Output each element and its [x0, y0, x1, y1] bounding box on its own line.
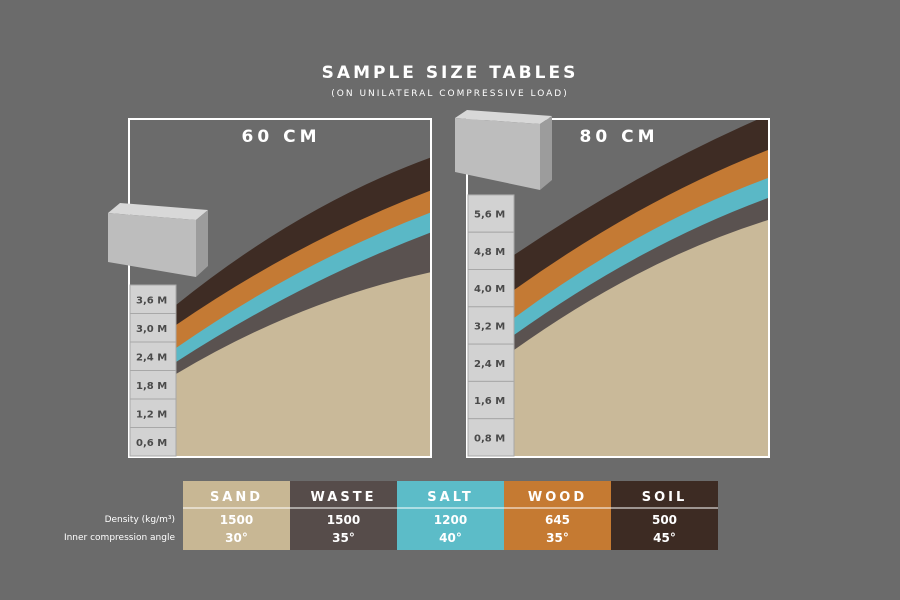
- column-header: WASTE: [311, 490, 377, 505]
- cell-value: 45°: [653, 531, 676, 545]
- column-header: SALT: [427, 490, 473, 505]
- level-block: [129, 370, 177, 400]
- panel-title: 60 CM: [242, 127, 321, 147]
- level-block: [467, 418, 515, 457]
- material-cell: [397, 481, 504, 550]
- material-cell: [504, 481, 611, 550]
- subtitle: (ON UNILATERAL COMPRESSIVE LOAD): [331, 89, 568, 99]
- level-label: 0,6 M: [136, 438, 167, 449]
- table: SAND 1500 30° WASTE 1500 35° SALT 1200 40° WOOD 64…: [64, 481, 718, 550]
- level-block: [129, 427, 177, 457]
- cell-value: 40°: [439, 531, 462, 545]
- material-cell: [290, 481, 397, 550]
- level-label: 4,0 M: [474, 284, 505, 295]
- level-block: [467, 306, 515, 345]
- level-block: [129, 341, 177, 371]
- level-label: 0,8 M: [474, 433, 505, 444]
- panel-frame: [128, 118, 432, 458]
- level-block: [129, 398, 177, 428]
- level-block: [467, 343, 515, 382]
- layers: [176, 157, 430, 456]
- level-label: 1,6 M: [474, 396, 505, 407]
- level-column: 3,6 M 3,0 M 2,4 M 1,8 M 1,2 M 0,6 M: [129, 284, 177, 457]
- level-label: 1,2 M: [136, 409, 167, 420]
- panel-title: 80 CM: [580, 127, 659, 147]
- block-icon: [108, 203, 208, 277]
- cell-value: 1500: [220, 513, 253, 527]
- row-label: Density (kg/m³): [105, 515, 175, 525]
- cell-value: 645: [545, 513, 570, 527]
- level-label: 4,8 M: [474, 247, 505, 258]
- level-block: [467, 380, 515, 420]
- cell-value: 35°: [546, 531, 569, 545]
- level-label: 5,6 M: [474, 210, 505, 221]
- level-label: 1,8 M: [136, 381, 167, 392]
- block-icon: [455, 110, 552, 190]
- cell-value: 1500: [327, 513, 360, 527]
- material-cell: [183, 481, 290, 550]
- column-header: SAND: [210, 490, 263, 505]
- level-label: 2,4 M: [136, 352, 167, 363]
- cell-value: 1200: [434, 513, 467, 527]
- level-label: 3,6 M: [136, 295, 167, 306]
- level-label: 3,0 M: [136, 324, 167, 335]
- level-column: 5,6 M 4,8 M 4,0 M 3,2 M 2,4 M 1,6 M 0,8 M: [467, 194, 515, 457]
- layers: [514, 120, 768, 456]
- material-cell: [611, 481, 718, 550]
- level-block: [129, 313, 177, 343]
- panel-frame: [466, 118, 770, 458]
- cell-value: 500: [652, 513, 677, 527]
- column-header: WOOD: [528, 490, 587, 505]
- row-label: Inner compression angle: [64, 533, 176, 543]
- title: SAMPLE SIZE TABLES: [322, 63, 579, 83]
- level-label: 2,4 M: [474, 359, 505, 370]
- column-header: SOIL: [642, 490, 688, 505]
- cell-value: 35°: [332, 531, 355, 545]
- cell-value: 30°: [225, 531, 248, 545]
- level-label: 3,2 M: [474, 321, 505, 332]
- level-block: [129, 284, 177, 314]
